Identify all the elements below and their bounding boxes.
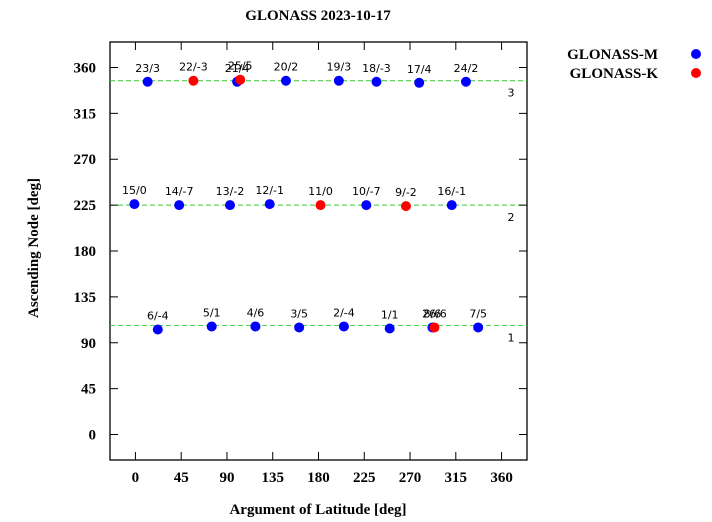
x-axis: 0 45 90 135 180 225 270 315 360	[132, 42, 513, 486]
y-tick-label: 45	[81, 382, 96, 398]
glonass-m-point	[280, 75, 291, 86]
glonass-m-point	[264, 199, 275, 210]
glonass-m-point	[250, 321, 261, 332]
glonass-k-point	[235, 74, 246, 85]
glonass-m-point	[473, 322, 484, 333]
glonass-m-point	[414, 77, 425, 88]
glonass-m-point	[225, 200, 236, 211]
glonass-k-point	[400, 201, 411, 212]
x-axis-title: Argument of Latitude [deg]	[229, 502, 406, 518]
point-label: 1/1	[381, 308, 399, 321]
point-label: 18/-3	[362, 62, 391, 75]
glonass-m-point	[361, 200, 372, 211]
point-label: 8/6	[424, 307, 442, 320]
glonass-m-point	[129, 199, 140, 210]
point-labels: 23/3 22/-3 21/425/5 20/2 19/3 18/-3 17/4 24/2 15…	[122, 60, 487, 323]
point-label: 17/4	[407, 63, 432, 76]
y-axis: 0 45 90 135 180 225 270 315 360	[74, 60, 527, 444]
point-label: 11/0	[308, 185, 333, 198]
glonass-m-point	[206, 321, 217, 332]
x-tick-label: 0	[132, 470, 140, 486]
legend-marker	[691, 49, 701, 59]
x-tick-label: 315	[445, 470, 468, 486]
point-label: 2/-4	[333, 306, 355, 319]
x-tick-label: 45	[174, 470, 189, 486]
glonass-m-point	[142, 76, 153, 87]
y-tick-label: 180	[74, 244, 97, 260]
point-label: 22/-3	[179, 61, 208, 74]
glonass-k-point	[188, 75, 199, 86]
point-label: 4/6	[247, 306, 265, 319]
x-tick-label: 360	[490, 470, 513, 486]
plane-label-1: 1	[508, 331, 515, 344]
x-tick-label: 90	[219, 470, 234, 486]
point-label: 24/2	[454, 62, 479, 75]
glonass-m-point	[338, 321, 349, 332]
legend-marker	[691, 68, 701, 78]
plot-area	[109, 41, 528, 461]
plot-border	[109, 41, 528, 461]
point-label: 9/-2	[395, 186, 417, 199]
legend: GLONASS-M GLONASS-K	[567, 47, 701, 82]
point-label: 3/5	[290, 307, 308, 320]
chart-title: GLONASS 2023-10-17	[245, 8, 391, 24]
point-label: 5/1	[203, 306, 221, 319]
legend-label: GLONASS-M	[567, 47, 658, 63]
glonass-m-point	[174, 200, 185, 211]
x-tick-label: 180	[307, 470, 330, 486]
point-label: 16/-1	[437, 185, 466, 198]
glonass-m-point	[294, 322, 305, 333]
plane-label-3: 3	[508, 87, 515, 100]
point-label: 6/-4	[147, 310, 169, 323]
point-label: 21/4	[225, 62, 250, 75]
glonass-m-point	[446, 200, 457, 211]
y-tick-label: 0	[89, 428, 97, 444]
glonass-m-point	[460, 76, 471, 87]
y-tick-label: 315	[74, 106, 97, 122]
glonass-k-point	[315, 200, 326, 211]
point-label: 25/5	[228, 60, 253, 73]
point-label: 20/2	[274, 61, 299, 74]
point-label: 7/5	[469, 307, 487, 320]
point-label: 10/-7	[352, 185, 381, 198]
point-label: 26/6	[422, 307, 447, 320]
x-tick-label: 135	[261, 470, 284, 486]
y-axis-title: Ascending Node [deg]	[26, 178, 42, 318]
y-tick-label: 90	[81, 336, 96, 352]
point-label: 23/3	[135, 62, 160, 75]
glonass-m-point	[384, 323, 395, 334]
point-label: 12/-1	[255, 184, 284, 197]
x-tick-label: 270	[399, 470, 422, 486]
y-tick-label: 135	[74, 290, 97, 306]
data-points	[129, 74, 484, 335]
point-label: 15/0	[122, 184, 147, 197]
legend-label: GLONASS-K	[570, 66, 659, 82]
reference-lines: 3 2 1	[110, 80, 527, 344]
glonass-m-point	[152, 324, 163, 335]
glonass-m-point	[371, 76, 382, 87]
glonass-k-point	[429, 322, 440, 333]
point-label: 19/3	[326, 61, 351, 74]
y-tick-label: 360	[74, 60, 97, 76]
glonass-m-point	[333, 75, 344, 86]
y-tick-label: 225	[74, 198, 97, 214]
point-label: 14/-7	[165, 185, 194, 198]
y-tick-label: 270	[74, 152, 97, 168]
x-tick-label: 225	[353, 470, 376, 486]
point-label: 13/-2	[216, 185, 245, 198]
plane-label-2: 2	[508, 211, 515, 224]
